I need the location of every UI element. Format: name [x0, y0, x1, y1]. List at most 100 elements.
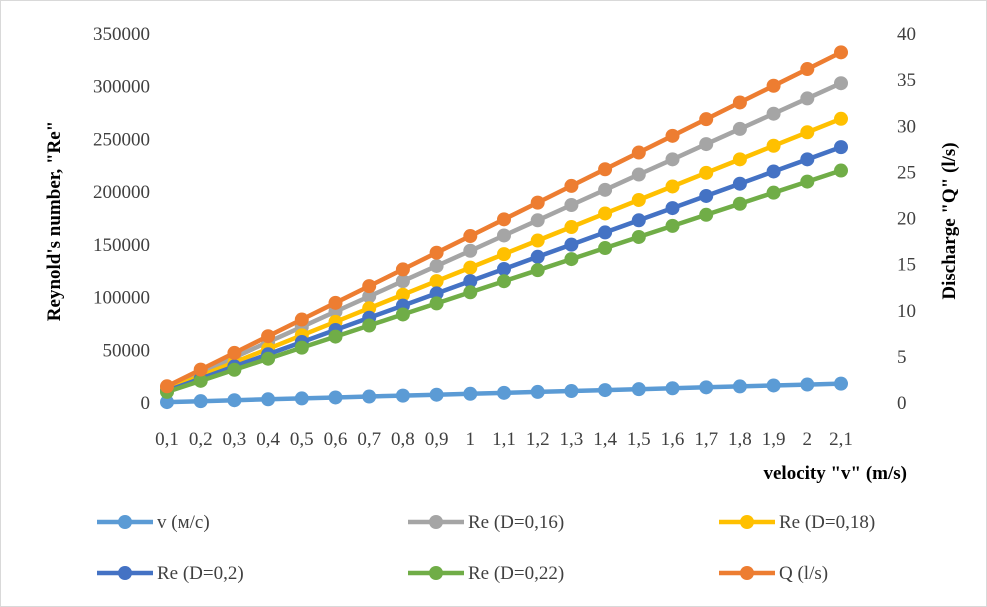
- legend-item: Re (D=0,2): [97, 563, 244, 584]
- y2-tick-label: 20: [897, 209, 916, 230]
- data-point: [193, 373, 208, 388]
- y2-tick-label: 40: [897, 24, 916, 45]
- data-point: [631, 229, 646, 244]
- legend-item: Re (D=0,16): [408, 512, 564, 533]
- data-point: [429, 258, 444, 273]
- data-point: [429, 387, 444, 402]
- data-point: [631, 145, 646, 160]
- x-tick-label: 0,2: [189, 429, 213, 450]
- x-tick-label: 1,4: [593, 429, 617, 450]
- x-tick-label: 0,7: [357, 429, 381, 450]
- legend-label: Re (D=0,18): [779, 512, 875, 533]
- legend-swatch-marker: [740, 515, 754, 529]
- data-point: [699, 137, 714, 152]
- x-tick-label: 1: [466, 429, 476, 450]
- data-point: [732, 176, 747, 191]
- x-tick-label: 0,3: [223, 429, 247, 450]
- y-tick-label: 200000: [93, 182, 150, 203]
- data-point: [429, 274, 444, 289]
- x-tick-label: 0,6: [324, 429, 348, 450]
- legend-label: Re (D=0,2): [157, 563, 244, 584]
- data-point: [530, 213, 545, 228]
- data-point: [732, 121, 747, 136]
- data-point: [834, 111, 848, 126]
- data-point: [294, 340, 309, 355]
- data-point: [665, 179, 680, 194]
- x-tick-label: 0,1: [155, 429, 179, 450]
- x-axis-title: velocity "v" (m/s): [763, 463, 907, 484]
- data-point: [631, 167, 646, 182]
- legend-swatch-marker: [118, 566, 132, 580]
- y2-tick-label: 25: [897, 162, 916, 183]
- y-tick-label: 50000: [103, 340, 151, 361]
- data-point: [530, 249, 545, 264]
- data-point: [732, 152, 747, 167]
- y2-tick-label: 10: [897, 301, 916, 322]
- x-tick-label: 2,1: [829, 429, 853, 450]
- data-point: [834, 45, 848, 60]
- data-point: [227, 362, 242, 377]
- x-tick-label: 0,8: [391, 429, 415, 450]
- data-point: [362, 289, 377, 304]
- data-point: [261, 351, 276, 366]
- legend-item: Re (D=0,22): [408, 563, 564, 584]
- legend-item: v (м/с): [97, 512, 210, 533]
- legend-label: v (м/с): [157, 512, 210, 533]
- data-point: [463, 243, 478, 258]
- data-point: [497, 247, 511, 262]
- y2-tick-label: 15: [897, 255, 916, 276]
- y-tick-label: 250000: [93, 129, 150, 150]
- data-point: [463, 229, 478, 244]
- data-point: [261, 392, 276, 407]
- data-point: [800, 152, 815, 167]
- data-point: [429, 286, 444, 301]
- data-point: [497, 262, 511, 277]
- data-point: [834, 140, 848, 155]
- data-point: [328, 390, 343, 405]
- data-point: [766, 138, 781, 153]
- legend-item: Re (D=0,18): [719, 512, 875, 533]
- data-point: [834, 376, 848, 391]
- data-point: [800, 174, 815, 189]
- legend-label: Q (l/s): [779, 563, 828, 584]
- data-point: [665, 218, 680, 233]
- data-point: [800, 91, 815, 106]
- y2-tick-label: 35: [897, 70, 916, 91]
- y-tick-label: 350000: [93, 24, 150, 45]
- x-tick-label: 0,4: [256, 429, 280, 450]
- data-point: [294, 312, 309, 327]
- data-point: [530, 384, 545, 399]
- data-point: [463, 274, 478, 289]
- data-point: [294, 391, 309, 406]
- y2-tick-label: 30: [897, 116, 916, 137]
- data-point: [261, 329, 276, 344]
- data-point: [497, 385, 511, 400]
- data-point: [699, 188, 714, 203]
- data-point: [598, 206, 613, 221]
- data-point: [530, 233, 545, 248]
- legend-swatch-marker: [118, 515, 132, 529]
- x-tick-label: 0,9: [425, 429, 449, 450]
- data-point: [395, 388, 410, 403]
- data-point: [834, 163, 848, 178]
- data-point: [227, 345, 242, 360]
- data-point: [699, 380, 714, 395]
- data-point: [598, 182, 613, 197]
- data-point: [598, 225, 613, 240]
- data-point: [564, 178, 579, 193]
- data-point: [429, 296, 444, 311]
- data-point: [328, 295, 343, 310]
- data-point: [497, 212, 511, 227]
- data-point: [800, 377, 815, 392]
- x-tick-label: 1,3: [560, 429, 584, 450]
- data-point: [530, 263, 545, 278]
- y2-tick-label: 0: [897, 393, 907, 414]
- x-tick-label: 1,6: [661, 429, 685, 450]
- data-point: [429, 245, 444, 260]
- plot-area: 0500001000001500002000002500003000003500…: [93, 24, 916, 450]
- data-point: [699, 112, 714, 127]
- y-tick-label: 100000: [93, 288, 150, 309]
- data-point: [631, 192, 646, 207]
